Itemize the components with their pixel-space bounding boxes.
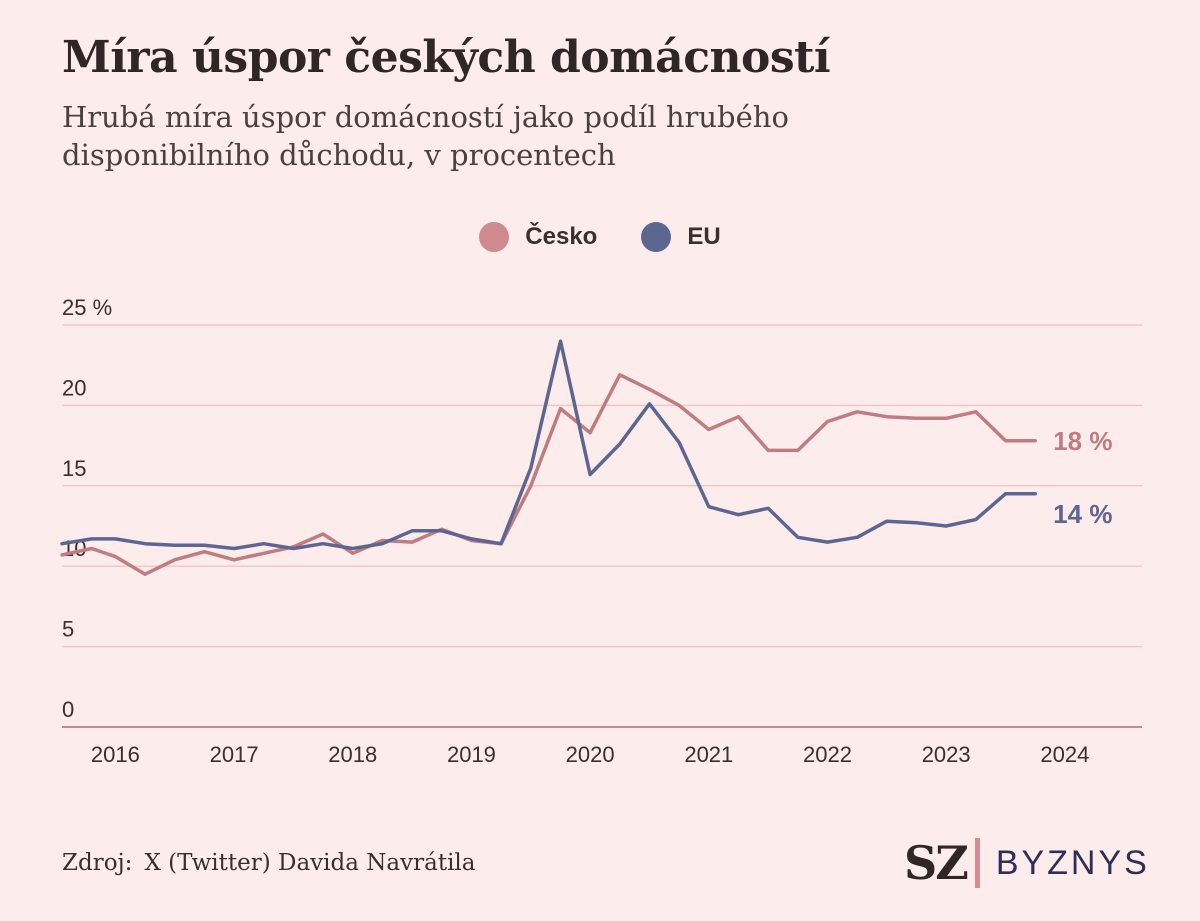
y-tick-label-3: 15 <box>62 456 86 481</box>
x-tick-label-2019: 2019 <box>447 742 496 767</box>
series-line-cesko <box>60 373 1037 576</box>
legend-item-cesko: Česko <box>479 222 597 252</box>
legend: Česko EU <box>0 222 1200 252</box>
chart-title: Míra úspor českých domácností <box>62 32 831 83</box>
x-tick-label-2023: 2023 <box>922 742 971 767</box>
source-text: X (Twitter) Davida Navrátila <box>144 850 476 876</box>
legend-label-cesko: Česko <box>525 223 598 250</box>
legend-dot-cesko <box>479 222 510 252</box>
x-tick-label-2024: 2024 <box>1040 742 1089 767</box>
legend-item-eu: EU <box>641 222 721 252</box>
logo-word: BYZNYS <box>995 843 1150 882</box>
logo-mark: SZ <box>904 836 969 890</box>
x-tick-label-2017: 2017 <box>210 742 259 767</box>
source-label: Zdroj: <box>62 850 133 876</box>
end-label-cesko: 18 % <box>1053 426 1112 456</box>
y-tick-label-5: 25 % <box>62 295 112 320</box>
y-tick-label-1: 5 <box>62 617 74 642</box>
chart-subtitle: Hrubá míra úspor domácností jako podíl h… <box>62 100 789 172</box>
end-label-eu: 14 % <box>1053 499 1112 529</box>
x-tick-label-2020: 2020 <box>566 742 615 767</box>
x-tick-label-2022: 2022 <box>803 742 852 767</box>
logo-divider <box>974 838 980 888</box>
legend-label-eu: EU <box>687 223 721 250</box>
y-tick-label-0: 0 <box>62 697 74 722</box>
legend-dot-eu <box>641 222 672 252</box>
series-line-eu <box>60 339 1037 551</box>
x-tick-label-2016: 2016 <box>91 742 140 767</box>
x-tick-label-2018: 2018 <box>328 742 377 767</box>
x-tick-label-2021: 2021 <box>684 742 733 767</box>
y-tick-label-4: 20 <box>62 375 86 400</box>
sz-byznys-logo: SZ BYZNYS <box>904 836 1150 890</box>
source-note: Zdroj: X (Twitter) Davida Navrátila <box>62 850 476 876</box>
